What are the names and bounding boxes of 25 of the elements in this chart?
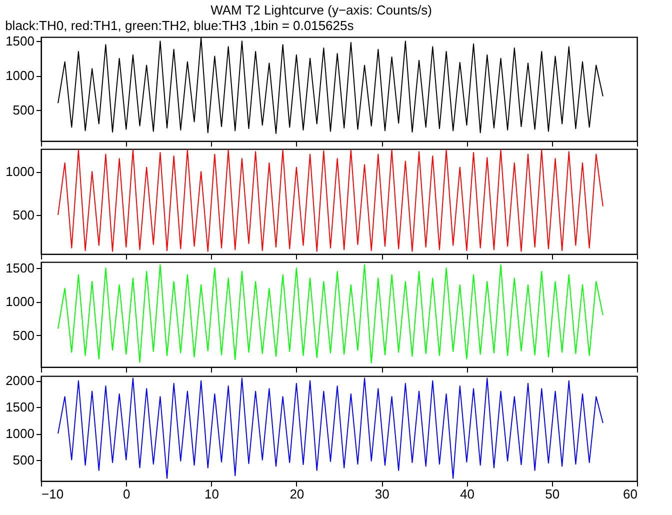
x-tick-label: 40 <box>460 486 474 502</box>
x-tick-label: 50 <box>545 486 560 502</box>
y-tick-label: 1000 <box>6 294 34 310</box>
x-tick-label: 10 <box>204 486 220 502</box>
line-series <box>58 264 604 364</box>
y-tick-label: 1000 <box>6 164 34 180</box>
line-series <box>58 149 604 252</box>
x-tick-label: 20 <box>290 486 304 502</box>
x-tick-label: −10 <box>42 486 64 502</box>
y-tick-label: 1000 <box>6 426 34 442</box>
y-tick-label: 1500 <box>6 260 34 276</box>
y-tick-label: 2000 <box>6 373 34 388</box>
chart-subtitle: black:TH0, red:TH1, green:TH2, blue:TH3 ,1bin = 0.015625s <box>5 18 354 34</box>
line-series <box>58 378 604 479</box>
y-tick-label: 500 <box>12 452 34 468</box>
y-tick-label: 1000 <box>6 68 34 84</box>
y-tick-label: 500 <box>12 328 34 343</box>
y-tick-label: 1500 <box>6 34 34 49</box>
x-tick-label: 60 <box>623 486 638 502</box>
y-tick-label: 1500 <box>6 400 34 415</box>
chart-title: WAM T2 Lightcurve (y−axis: Counts/s) <box>210 2 432 18</box>
y-tick-label: 500 <box>12 207 34 222</box>
x-tick-label: 0 <box>123 486 130 502</box>
x-tick-label: 30 <box>374 486 390 502</box>
y-tick-label: 500 <box>12 102 34 118</box>
